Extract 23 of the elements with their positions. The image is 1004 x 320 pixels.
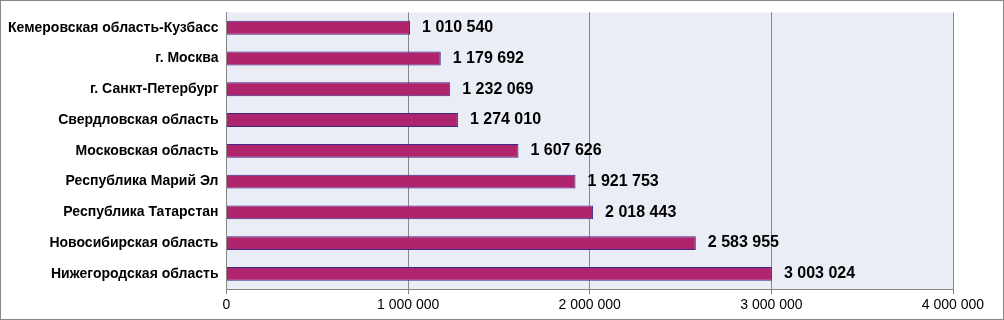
data-label: 1 179 692 xyxy=(452,48,525,66)
data-label: 1 274 010 xyxy=(469,110,542,128)
x-tick-label: 0 xyxy=(222,296,231,313)
y-tick-label: г. Санкт-Петербург xyxy=(89,80,219,97)
y-tick-label: Республика Марий Эл xyxy=(65,172,219,189)
y-tick-label: Кемеровская область-Кузбасс xyxy=(7,18,219,35)
y-tick-label: Республика Татарстан xyxy=(63,203,219,220)
data-label: 1 232 069 xyxy=(462,79,534,97)
y-tick-label: Нижегородская область xyxy=(51,264,219,281)
data-label: 1 010 540 xyxy=(422,18,494,36)
x-tick-label: 4 000 000 xyxy=(921,296,985,313)
data-label: 2 583 955 xyxy=(707,233,780,251)
y-tick-label: Свердловская область xyxy=(58,110,219,127)
x-tick-label: 1 000 000 xyxy=(376,296,440,313)
data-label: 1 607 626 xyxy=(530,141,602,159)
data-label: 3 003 024 xyxy=(783,264,856,282)
data-label: 1 921 753 xyxy=(587,171,659,189)
data-label: 2 018 443 xyxy=(605,202,677,220)
y-tick-label: Московская область xyxy=(75,141,219,158)
y-tick-label: г. Москва xyxy=(155,49,219,66)
y-tick-label: Новосибирская область xyxy=(49,233,219,250)
x-tick-label: 2 000 000 xyxy=(558,296,622,313)
x-tick-label: 3 000 000 xyxy=(740,296,803,313)
